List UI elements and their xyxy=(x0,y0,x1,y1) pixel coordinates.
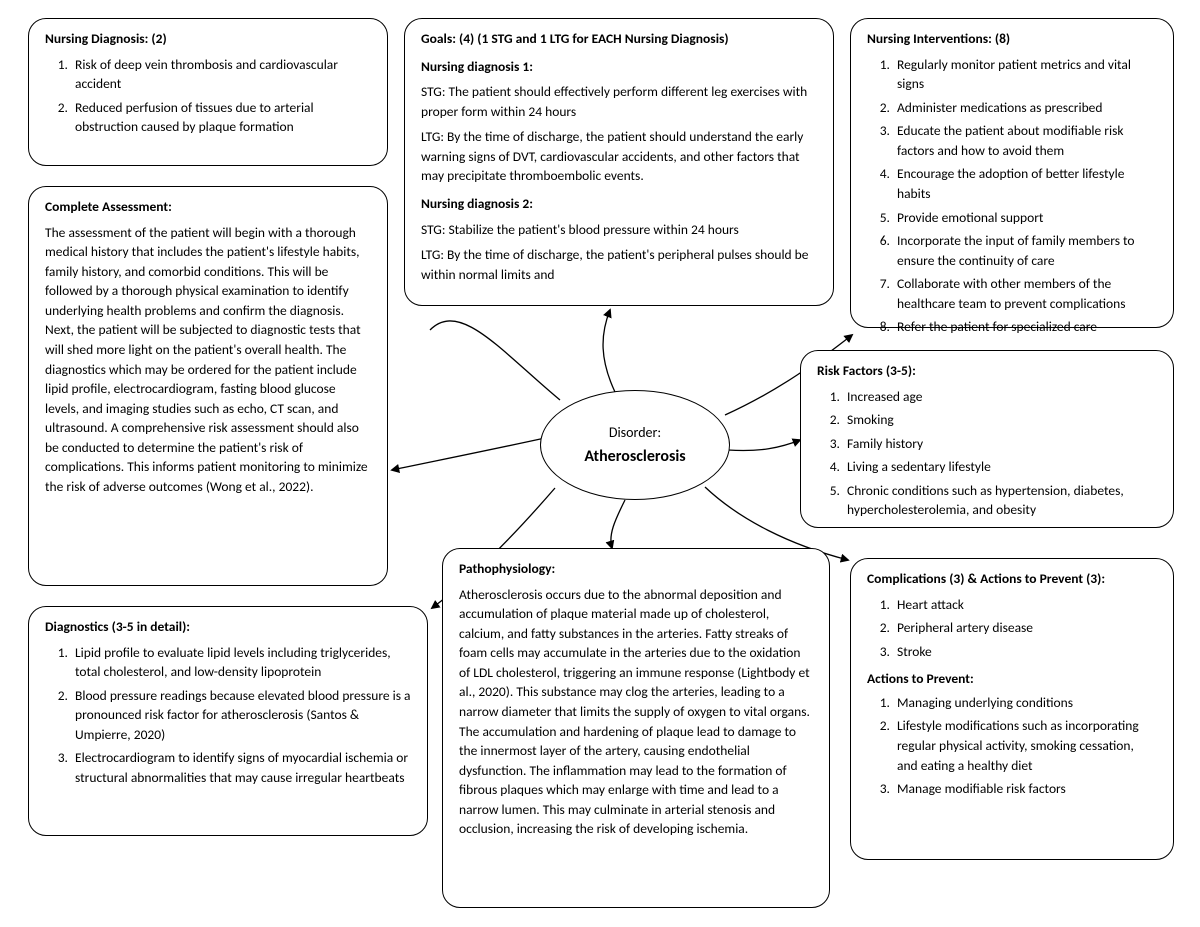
goals-diag2-stg: STG: Stabilize the patient's blood press… xyxy=(421,220,817,240)
list-item: Peripheral artery disease xyxy=(893,618,1157,638)
list-item: Reduced perfusion of tissues due to arte… xyxy=(71,98,371,137)
list-item: Collaborate with other members of the he… xyxy=(893,274,1157,313)
nursing-diagnosis-title: Nursing Diagnosis: (2) xyxy=(45,29,371,49)
list-item: Lifestyle modifications such as incorpor… xyxy=(893,716,1157,775)
list-item: Living a sedentary lifestyle xyxy=(843,457,1157,477)
pathophysiology-title: Pathophysiology: xyxy=(459,559,813,579)
pathophysiology-body: Atherosclerosis occurs due to the abnorm… xyxy=(459,585,813,839)
list-item: Managing underlying conditions xyxy=(893,693,1157,713)
disorder-label: Disorder: xyxy=(609,424,661,441)
goals-title: Goals: (4) (1 STG and 1 LTG for EACH Nur… xyxy=(421,29,817,49)
list-item: Regularly monitor patient metrics and vi… xyxy=(893,55,1157,94)
list-item: Smoking xyxy=(843,410,1157,430)
nursing-diagnosis-list: Risk of deep vein thrombosis and cardiov… xyxy=(45,55,371,137)
list-item: Electrocardiogram to identify signs of m… xyxy=(71,748,411,787)
box-goals: Goals: (4) (1 STG and 1 LTG for EACH Nur… xyxy=(404,18,834,306)
box-assessment: Complete Assessment: The assessment of t… xyxy=(28,186,388,586)
box-diagnostics: Diagnostics (3-5 in detail): Lipid profi… xyxy=(28,606,428,836)
actions-label: Actions to Prevent: xyxy=(867,669,1157,689)
diagnostics-title: Diagnostics (3-5 in detail): xyxy=(45,617,411,637)
center-disorder: Disorder: Atherosclerosis xyxy=(540,390,730,500)
list-item: Stroke xyxy=(893,642,1157,662)
box-interventions: Nursing Interventions: (8) Regularly mon… xyxy=(850,18,1174,328)
disorder-name: Atherosclerosis xyxy=(584,447,685,466)
list-item: Administer medications as prescribed xyxy=(893,98,1157,118)
box-nursing-diagnosis: Nursing Diagnosis: (2) Risk of deep vein… xyxy=(28,18,388,166)
list-item: Provide emotional support xyxy=(893,208,1157,228)
list-item: Family history xyxy=(843,434,1157,454)
list-item: Increased age xyxy=(843,387,1157,407)
box-risk-factors: Risk Factors (3-5): Increased age Smoking… xyxy=(800,350,1174,528)
goals-diag1-ltg: LTG: By the time of discharge, the patie… xyxy=(421,127,817,186)
list-item: Chronic conditions such as hypertension,… xyxy=(843,481,1157,520)
assessment-body: The assessment of the patient will begin… xyxy=(45,223,371,497)
list-item: Educate the patient about modifiable ris… xyxy=(893,121,1157,160)
interventions-title: Nursing Interventions: (8) xyxy=(867,29,1157,49)
list-item: Heart attack xyxy=(893,595,1157,615)
goals-diag1-stg: STG: The patient should effectively perf… xyxy=(421,82,817,121)
list-item: Refer the patient for specialized care xyxy=(893,317,1157,337)
complications-list: Heart attack Peripheral artery disease Str… xyxy=(867,595,1157,662)
box-complications: Complications (3) & Actions to Prevent (… xyxy=(850,558,1174,860)
list-item: Blood pressure readings because elevated… xyxy=(71,686,411,745)
list-item: Manage modifiable risk factors xyxy=(893,779,1157,799)
actions-list: Managing underlying conditions Lifestyle … xyxy=(867,693,1157,799)
assessment-title: Complete Assessment: xyxy=(45,197,371,217)
goals-diag2-label: Nursing diagnosis 2: xyxy=(421,194,817,214)
list-item: Encourage the adoption of better lifesty… xyxy=(893,164,1157,203)
list-item: Lipid profile to evaluate lipid levels i… xyxy=(71,643,411,682)
risk-factors-title: Risk Factors (3-5): xyxy=(817,361,1157,381)
diagnostics-list: Lipid profile to evaluate lipid levels i… xyxy=(45,643,411,788)
box-pathophysiology: Pathophysiology: Atherosclerosis occurs … xyxy=(442,548,830,908)
risk-factors-list: Increased age Smoking Family history Living… xyxy=(817,387,1157,520)
list-item: Risk of deep vein thrombosis and cardiov… xyxy=(71,55,371,94)
goals-diag1-label: Nursing diagnosis 1: xyxy=(421,57,817,77)
list-item: Incorporate the input of family members … xyxy=(893,231,1157,270)
interventions-list: Regularly monitor patient metrics and vi… xyxy=(867,55,1157,337)
complications-title: Complications (3) & Actions to Prevent (… xyxy=(867,569,1157,589)
goals-diag2-ltg: LTG: By the time of discharge, the patie… xyxy=(421,245,817,284)
